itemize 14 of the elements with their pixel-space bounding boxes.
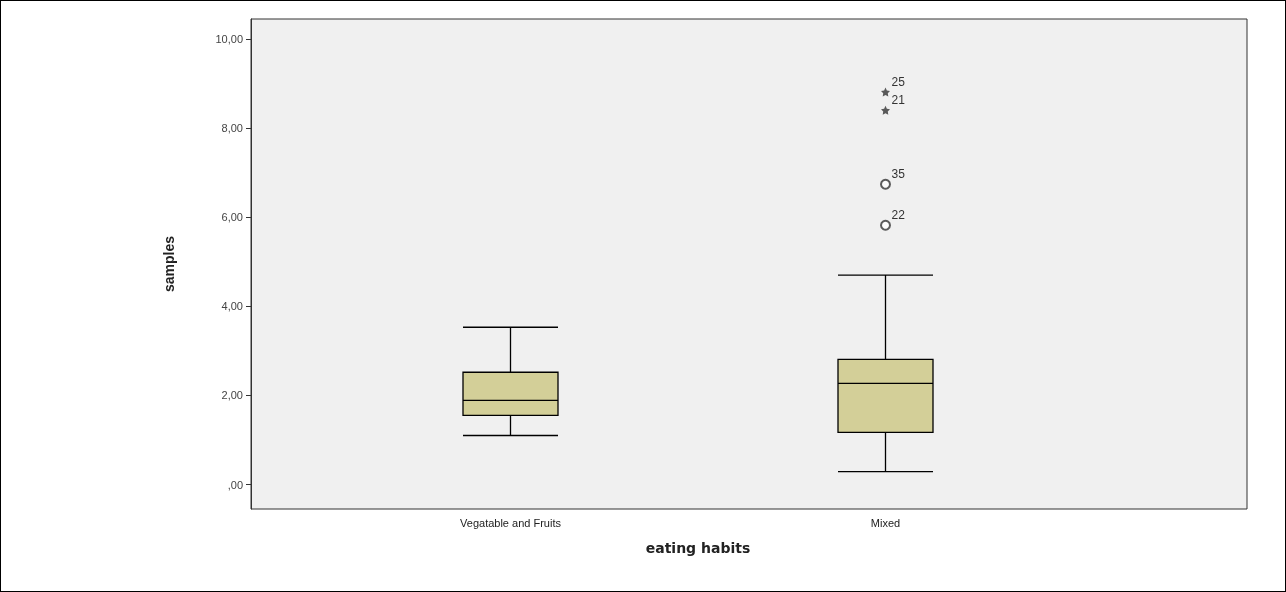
- y-tick-label: 8,00: [221, 122, 243, 135]
- annotation: 21: [891, 93, 906, 108]
- y-tick-label: 10,00: [215, 33, 243, 46]
- annotation: 25: [891, 75, 906, 90]
- y-tick-label: ,00: [227, 478, 243, 491]
- y-tick-label: 2,00: [221, 389, 243, 402]
- annotation: 22: [891, 208, 906, 223]
- y-tick-label: 4,00: [221, 300, 243, 313]
- annotation: 35: [891, 167, 906, 182]
- y-axis-title: samples: [161, 235, 177, 293]
- y-tick-label: 6,00: [221, 211, 243, 224]
- x-axis-title: eating habits: [645, 540, 751, 556]
- x-tick-label: Mixed: [870, 516, 901, 529]
- x-tick-label: Vegatable and Fruits: [460, 516, 562, 529]
